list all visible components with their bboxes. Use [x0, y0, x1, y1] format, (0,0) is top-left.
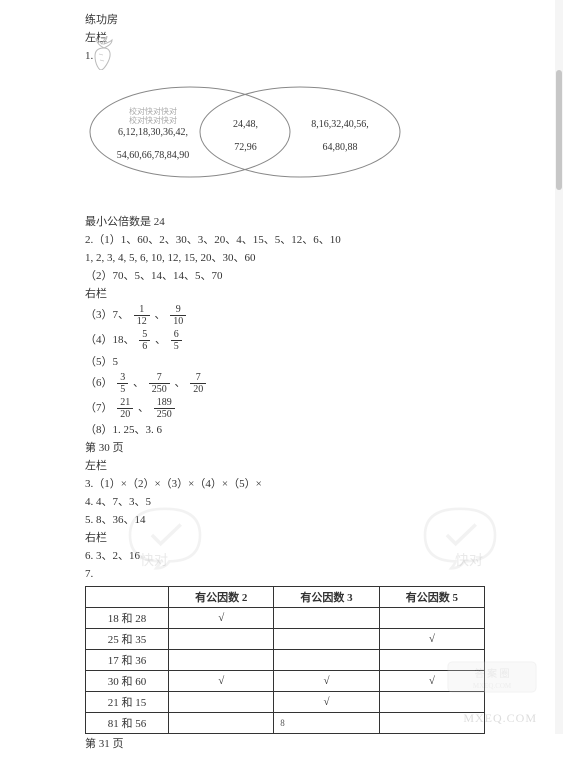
- label: 、: [155, 334, 166, 346]
- tiny-text: 校对快对快对: [93, 107, 213, 116]
- text-line: （4）18、 56 、 65: [85, 329, 525, 352]
- text-line: （5）5: [85, 354, 525, 370]
- table-header-row: 有公因数 2 有公因数 3 有公因数 5: [86, 587, 485, 608]
- text-line: 练功房: [85, 12, 525, 28]
- td: [274, 629, 379, 650]
- th: 有公因数 5: [379, 587, 484, 608]
- td: √: [169, 608, 274, 629]
- fraction: 7250: [149, 372, 170, 395]
- td: [169, 692, 274, 713]
- venn-diagram: 校对快对快对 校对快对快对 6,12,18,30,36,42, 54,60,66…: [75, 72, 405, 192]
- fraction: 720: [190, 372, 206, 395]
- text-line: 6. 3、2、16: [85, 548, 525, 564]
- label: （7）: [85, 402, 113, 414]
- fraction: 56: [139, 329, 150, 352]
- label: 、: [138, 402, 149, 414]
- venn-left-line1: 6,12,18,30,36,42,: [93, 125, 213, 140]
- text-line: （8）1. 25、3. 6: [85, 422, 525, 438]
- page-number: 8: [0, 718, 565, 728]
- label: 、: [175, 377, 186, 389]
- scrollbar[interactable]: [555, 0, 563, 734]
- venn-right-line1: 8,16,32,40,56,: [285, 117, 395, 132]
- td: √: [274, 692, 379, 713]
- text-line: 4. 4、7、3、5: [85, 494, 525, 510]
- td: [274, 650, 379, 671]
- th: 有公因数 2: [169, 587, 274, 608]
- td: √: [379, 629, 484, 650]
- text-line: 5. 8、36、14: [85, 512, 525, 528]
- factor-table: 有公因数 2 有公因数 3 有公因数 5 18 和 28 √ 25 和 35 √…: [85, 586, 485, 734]
- text-line: 1.: [85, 48, 525, 64]
- text-line: 3.（1）×（2）×（3）×（4）×（5）×: [85, 476, 525, 492]
- label: （4）18、: [85, 334, 135, 346]
- td: 25 和 35: [86, 629, 169, 650]
- td: √: [274, 671, 379, 692]
- tiny-text: 校对快对快对: [93, 116, 213, 125]
- text-line: 第 30 页: [85, 440, 525, 456]
- fraction: 910: [170, 304, 186, 327]
- text-line: 左栏: [85, 458, 525, 474]
- td: [379, 608, 484, 629]
- label: 、: [133, 377, 144, 389]
- table-row: 18 和 28 √: [86, 608, 485, 629]
- venn-mid-line1: 24,48,: [223, 117, 268, 132]
- td: [379, 650, 484, 671]
- venn-right-line2: 64,80,88: [285, 140, 395, 155]
- th: [86, 587, 169, 608]
- table-row: 25 和 35 √: [86, 629, 485, 650]
- text-line: 最小公倍数是 24: [85, 214, 525, 230]
- td: [274, 608, 379, 629]
- label: （3）7、: [85, 309, 129, 321]
- td: √: [379, 671, 484, 692]
- text-line: （3）7、 112 、 910: [85, 304, 525, 327]
- scrollbar-thumb[interactable]: [556, 70, 562, 190]
- fraction: 112: [134, 304, 150, 327]
- td: 30 和 60: [86, 671, 169, 692]
- td: √: [169, 671, 274, 692]
- td: [169, 650, 274, 671]
- text-line: 第 31 页: [85, 736, 525, 752]
- text-line: 2.（1）1、60、2、30、3、20、4、15、5、12、6、10: [85, 232, 525, 248]
- fraction: 2120: [117, 397, 133, 420]
- th: 有公因数 3: [274, 587, 379, 608]
- text-line: （2）70、5、14、14、5、70: [85, 268, 525, 284]
- td: 17 和 36: [86, 650, 169, 671]
- td: 21 和 15: [86, 692, 169, 713]
- td: [379, 692, 484, 713]
- text-line: 1, 2, 3, 4, 5, 6, 10, 12, 15, 20、30、60: [85, 250, 525, 266]
- text-line: （6） 35 、 7250 、 720: [85, 372, 525, 395]
- td: 18 和 28: [86, 608, 169, 629]
- text-line: 右栏: [85, 286, 525, 302]
- text-line: 左栏: [85, 30, 525, 46]
- td: [169, 629, 274, 650]
- text-line: （7） 2120 、 189250: [85, 397, 525, 420]
- table-row: 21 和 15 √: [86, 692, 485, 713]
- fraction: 35: [117, 372, 128, 395]
- fraction: 65: [171, 329, 182, 352]
- label: 、: [155, 309, 166, 321]
- venn-mid-line2: 72,96: [223, 140, 268, 155]
- venn-left-line2: 54,60,66,78,84,90: [93, 148, 213, 163]
- text-line: 7.: [85, 566, 525, 582]
- table-row: 17 和 36: [86, 650, 485, 671]
- fraction: 189250: [154, 397, 175, 420]
- table-row: 30 和 60 √ √ √: [86, 671, 485, 692]
- label: （6）: [85, 377, 113, 389]
- text-line: 右栏: [85, 530, 525, 546]
